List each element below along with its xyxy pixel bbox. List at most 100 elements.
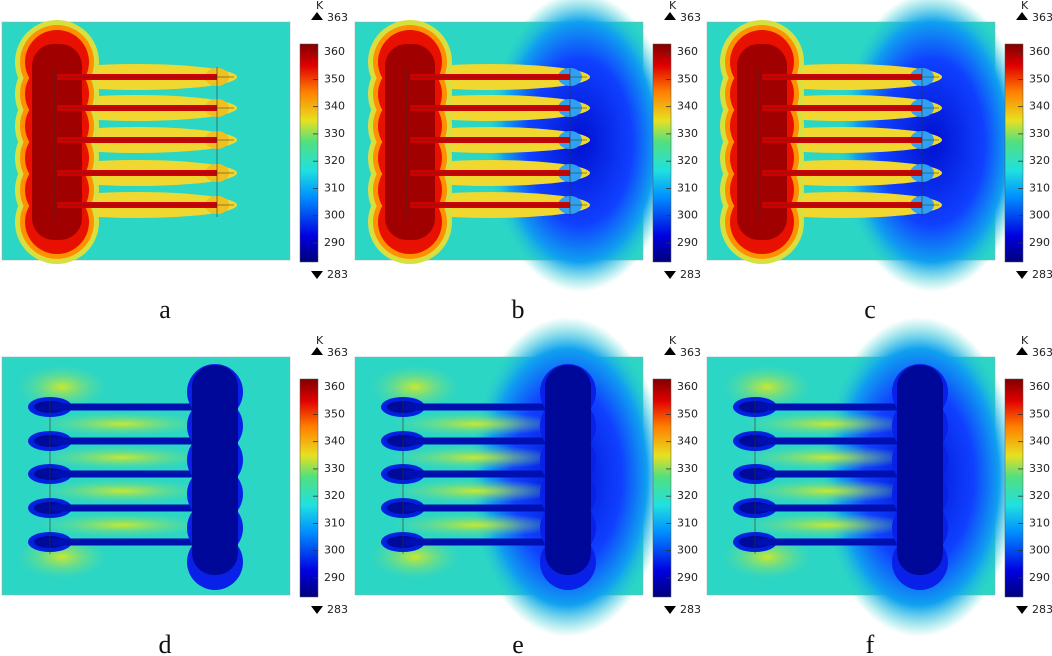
colorbar-min: 283: [680, 268, 701, 281]
colorbar-tick-label: 300: [324, 209, 345, 222]
colorbar-unit: K: [669, 334, 677, 347]
colorbar-tick-label: 290: [677, 571, 698, 584]
colorbar-tick-label: 340: [677, 435, 698, 448]
colorbar-tick-label: 350: [1029, 407, 1050, 420]
warm-zone: [742, 479, 912, 503]
colorbar-tick-label: 330: [324, 127, 345, 140]
max-marker: [1016, 347, 1028, 355]
colorbar-tick-label: 320: [677, 154, 698, 167]
colorbar-tick-label: 350: [677, 407, 698, 420]
min-marker: [311, 606, 323, 614]
colorbar-max: 363: [327, 346, 348, 359]
colorbar-tick-label: 290: [1029, 236, 1050, 249]
colorbar-tick-label: 350: [677, 72, 698, 85]
colorbar-tick-label: 360: [324, 45, 345, 58]
colorbar: [1004, 43, 1024, 263]
colorbar-tick-label: 300: [677, 209, 698, 222]
sink-core: [545, 365, 591, 575]
colorbar-tick-label: 320: [324, 489, 345, 502]
colorbar-tick-label: 310: [1029, 181, 1050, 194]
warm-zone: [37, 513, 207, 537]
colorbar-min: 283: [1032, 603, 1052, 616]
colorbar-max: 363: [1032, 11, 1052, 24]
min-marker: [664, 271, 676, 279]
colorbar-unit: K: [316, 0, 324, 12]
panel-label: f: [866, 630, 875, 656]
colorbar-unit: K: [669, 0, 677, 12]
colorbar: [299, 43, 319, 263]
colorbar: [1004, 378, 1024, 598]
warm-zone: [722, 365, 812, 409]
colorbar-tick-label: 350: [324, 72, 345, 85]
colorbar-tick-label: 340: [1029, 100, 1050, 113]
colorbar-tick-label: 320: [1029, 489, 1050, 502]
colorbar: [652, 378, 672, 598]
max-marker: [664, 12, 676, 20]
colorbar-unit: K: [1021, 334, 1029, 347]
panel-label: a: [159, 295, 171, 324]
colorbar-tick-label: 320: [324, 154, 345, 167]
colorbar: [299, 378, 319, 598]
colorbar-tick-label: 290: [677, 236, 698, 249]
colorbar-tick-label: 330: [1029, 127, 1050, 140]
colorbar-tick-label: 300: [1029, 544, 1050, 557]
max-marker: [311, 12, 323, 20]
warm-zone: [37, 479, 207, 503]
colorbar-tick-label: 310: [324, 516, 345, 529]
max-marker: [664, 347, 676, 355]
min-marker: [1016, 606, 1028, 614]
colorbar-min: 283: [680, 603, 701, 616]
colorbar-tick-label: 360: [677, 380, 698, 393]
panel-label: d: [159, 630, 172, 656]
colorbar-tick-label: 330: [677, 127, 698, 140]
colorbar-tick-label: 330: [1029, 462, 1050, 475]
max-marker: [1016, 12, 1028, 20]
colorbar-tick-label: 310: [324, 181, 345, 194]
colorbar-tick-label: 360: [1029, 45, 1050, 58]
sink-core: [192, 365, 238, 575]
warm-zone: [37, 412, 207, 436]
colorbar: [652, 43, 672, 263]
colorbar-max: 363: [327, 11, 348, 24]
colorbar-min: 283: [327, 603, 348, 616]
warm-zone: [37, 445, 207, 470]
colorbar-tick-label: 350: [1029, 72, 1050, 85]
sink-core: [897, 365, 943, 575]
colorbar-tick-label: 340: [677, 100, 698, 113]
colorbar-unit: K: [316, 334, 324, 347]
warm-zone: [17, 365, 107, 409]
warm-zone: [390, 513, 560, 537]
colorbar-unit: K: [1021, 0, 1029, 12]
min-marker: [311, 271, 323, 279]
colorbar-tick-label: 360: [324, 380, 345, 393]
colorbar-min: 283: [327, 268, 348, 281]
panel-label: b: [512, 295, 525, 324]
colorbar-max: 363: [680, 11, 701, 24]
warm-zone: [390, 479, 560, 503]
colorbar-tick-label: 360: [1029, 380, 1050, 393]
colorbar-tick-label: 340: [324, 435, 345, 448]
colorbar-tick-label: 300: [324, 544, 345, 557]
warm-zone: [390, 445, 560, 470]
colorbar-tick-label: 310: [677, 516, 698, 529]
colorbar-tick-label: 290: [324, 571, 345, 584]
colorbar-tick-label: 290: [1029, 571, 1050, 584]
colorbar-tick-label: 300: [677, 544, 698, 557]
warm-zone: [742, 445, 912, 470]
max-marker: [311, 347, 323, 355]
colorbar-tick-label: 330: [324, 462, 345, 475]
colorbar-tick-label: 340: [1029, 435, 1050, 448]
panel-label: e: [512, 630, 524, 656]
warm-zone: [742, 412, 912, 436]
colorbar-tick-label: 310: [1029, 516, 1050, 529]
colorbar-tick-label: 350: [324, 407, 345, 420]
colorbar-tick-label: 300: [1029, 209, 1050, 222]
colorbar-tick-label: 310: [677, 181, 698, 194]
min-marker: [664, 606, 676, 614]
